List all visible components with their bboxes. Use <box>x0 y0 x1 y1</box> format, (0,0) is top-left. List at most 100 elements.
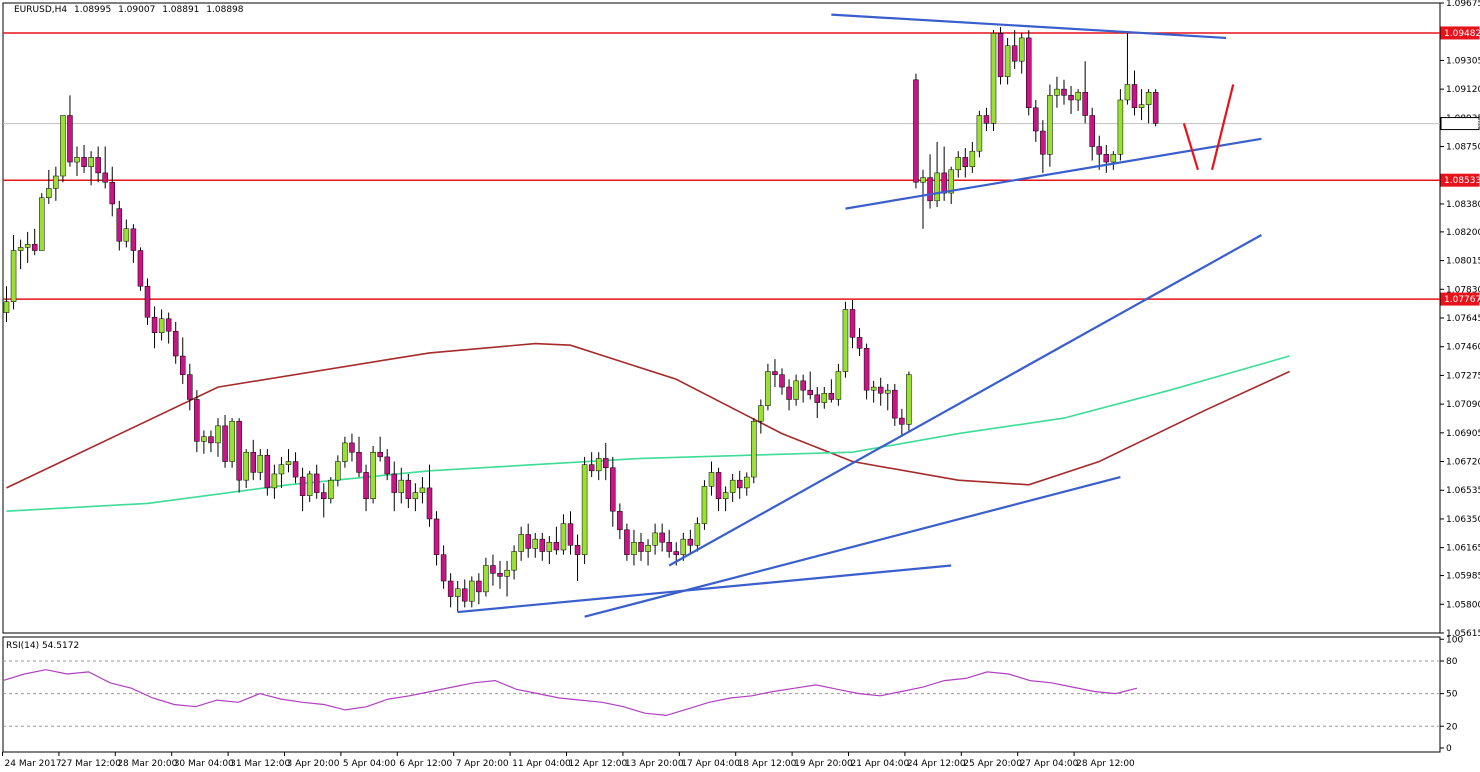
candle-bull <box>1075 91 1081 101</box>
price-tick-label: 1.08750 <box>1446 143 1480 153</box>
candle-bull <box>306 473 313 496</box>
candle-bull <box>511 551 517 571</box>
trendline-blue <box>457 564 952 614</box>
candle-bear <box>772 371 778 375</box>
time-tick-label: 11 Apr 04:00 <box>512 759 571 769</box>
time-tick-label: 5 Apr 04:00 <box>343 759 396 769</box>
candle-bear <box>962 157 969 167</box>
time-tick-label: 25 Apr 20:00 <box>963 759 1022 769</box>
candle-bull <box>560 523 567 551</box>
level-price-tag-bg <box>1440 26 1480 40</box>
candle-bear <box>349 442 355 453</box>
candle-bull <box>645 545 651 552</box>
candle-bull <box>483 565 489 593</box>
price-tick-label: 1.07830 <box>1446 285 1480 295</box>
time-tick-label: 13 Apr 20:00 <box>625 759 684 769</box>
candle-bull <box>278 464 285 475</box>
candle-bear <box>405 479 412 500</box>
candle-bull <box>271 473 278 489</box>
horizontal-levels <box>3 32 1440 300</box>
candle-bear <box>525 534 531 549</box>
candle-bull <box>419 487 426 493</box>
price-tick-label: 1.07090 <box>1446 400 1480 410</box>
candle-bear <box>67 115 73 163</box>
candle-bull <box>920 177 926 183</box>
candle-bear <box>1026 37 1032 108</box>
candle-bear <box>363 472 369 500</box>
candle-bear <box>800 380 806 391</box>
candle-bear <box>997 33 1004 77</box>
level-price-tag: 1.07767 <box>1444 295 1480 305</box>
candle-bear <box>250 451 256 473</box>
price-tick-label: 1.07645 <box>1446 314 1480 324</box>
candle-bear <box>1061 88 1067 96</box>
candle-bear <box>292 461 299 478</box>
candle-bull <box>969 150 976 167</box>
candle-bear <box>736 479 743 489</box>
price-tags: 1.09482 1.08533 1.07767 1.08898 <box>1440 26 1480 306</box>
candle-bull <box>335 461 341 481</box>
candle-bull <box>870 386 877 391</box>
candle-bull <box>24 244 31 248</box>
rsi-panel-border <box>2 636 1441 753</box>
candle-bear <box>137 250 144 287</box>
candle-bear <box>356 451 362 473</box>
candle-bear <box>476 580 482 593</box>
candle-bull <box>708 472 715 487</box>
candle-bear <box>617 510 623 531</box>
candle-bull <box>1047 95 1053 155</box>
candle-bull <box>934 172 940 202</box>
candle-bear <box>391 473 397 493</box>
price-tick-label: 1.06535 <box>1446 486 1480 496</box>
candle-bull <box>328 479 334 500</box>
candle-bull <box>751 420 757 478</box>
candles <box>3 27 1159 613</box>
time-tick-label: 3 Apr 20:00 <box>287 759 340 769</box>
moving-average-red <box>6 342 1290 489</box>
candle-bear <box>222 425 228 462</box>
candle-bear <box>165 318 172 332</box>
moving-average-green <box>6 355 1290 512</box>
price-tick-label: 1.06720 <box>1446 458 1480 468</box>
price-tick-label: 1.06165 <box>1446 544 1480 554</box>
candle-bear <box>81 157 87 167</box>
candle-bear <box>603 458 609 468</box>
candle-bear <box>384 456 390 475</box>
candle-bear <box>1033 107 1039 132</box>
trendlines <box>457 13 1262 618</box>
candle-bull <box>581 464 588 555</box>
candle-bull <box>1117 99 1124 155</box>
candle-bull <box>1110 154 1117 163</box>
price-tick-label: 1.07460 <box>1446 343 1480 353</box>
candle-bear <box>1040 130 1046 155</box>
candle-bull <box>990 33 997 124</box>
candle-bear <box>828 393 835 400</box>
candle-bull <box>17 247 24 251</box>
ohlc-high: 1.09007 <box>118 5 155 15</box>
candle-bear <box>1131 84 1138 108</box>
candle-bull <box>758 405 764 422</box>
candle-bear <box>462 588 468 602</box>
candle-bear <box>863 348 870 391</box>
candle-bear <box>180 355 186 375</box>
candle-bull <box>518 534 524 552</box>
candle-bull <box>88 157 94 167</box>
candle-bear <box>941 172 947 194</box>
candle-bear <box>313 473 320 493</box>
candle-bull <box>885 389 891 394</box>
chart-header: EURUSD,H4 1.08995 1.09007 1.08891 1.0889… <box>14 5 244 15</box>
candle-bear <box>659 532 665 543</box>
candle-bear <box>673 551 679 555</box>
candle-bull <box>158 318 165 333</box>
candle-bull <box>412 492 419 500</box>
candle-bear <box>1096 146 1102 155</box>
price-tick-label: 1.06350 <box>1446 515 1480 525</box>
ohlc-open: 1.08995 <box>74 5 111 15</box>
time-tick-label: 19 Apr 20:00 <box>794 759 853 769</box>
candle-bear <box>1011 45 1018 62</box>
time-tick-label: 21 Apr 04:00 <box>851 759 910 769</box>
rsi-tick-label: 0 <box>1446 744 1452 754</box>
price-axis: 1.096751.094821.093051.091201.089351.088… <box>1440 0 1480 639</box>
candle-bull <box>765 371 771 406</box>
